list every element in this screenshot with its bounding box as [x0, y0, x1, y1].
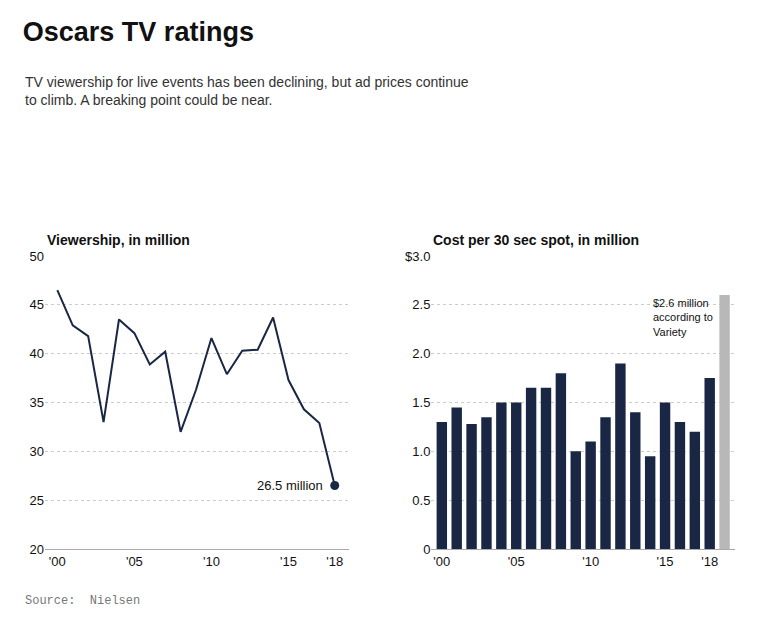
svg-text:'18: '18 [701, 554, 718, 569]
svg-text:35: 35 [30, 395, 44, 410]
svg-text:$3.0: $3.0 [405, 249, 430, 264]
svg-text:'15: '15 [280, 554, 297, 569]
svg-text:25: 25 [30, 493, 44, 508]
svg-text:45: 45 [30, 297, 44, 312]
svg-text:2.5: 2.5 [412, 297, 430, 312]
svg-text:'00: '00 [433, 554, 450, 569]
svg-text:'18: '18 [326, 554, 343, 569]
svg-text:0: 0 [423, 542, 430, 557]
svg-text:2.0: 2.0 [412, 346, 430, 361]
svg-text:$2.6 millionaccording toVariet: $2.6 millionaccording toVariety [653, 297, 713, 338]
svg-text:1.0: 1.0 [412, 444, 430, 459]
svg-text:'05: '05 [508, 554, 525, 569]
svg-text:'10: '10 [582, 554, 599, 569]
svg-text:20: 20 [30, 542, 44, 557]
svg-text:TV viewership for live events: TV viewership for live events has been d… [25, 74, 469, 108]
svg-text:'00: '00 [49, 554, 66, 569]
svg-text:1.5: 1.5 [412, 395, 430, 410]
svg-text:Cost per 30 sec spot, in milli: Cost per 30 sec spot, in million [433, 232, 639, 248]
svg-text:40: 40 [30, 346, 44, 361]
svg-text:30: 30 [30, 444, 44, 459]
svg-text:'05: '05 [126, 554, 143, 569]
svg-text:'15: '15 [657, 554, 674, 569]
svg-text:Oscars TV ratings: Oscars TV ratings [23, 17, 254, 47]
svg-text:'10: '10 [203, 554, 220, 569]
svg-text:26.5 million: 26.5 million [257, 478, 323, 493]
svg-text:Viewership, in million: Viewership, in million [47, 232, 190, 248]
svg-text:0.5: 0.5 [412, 493, 430, 508]
svg-text:50: 50 [30, 249, 44, 264]
svg-text:Source: Nielsen: Source: Nielsen [25, 594, 140, 608]
